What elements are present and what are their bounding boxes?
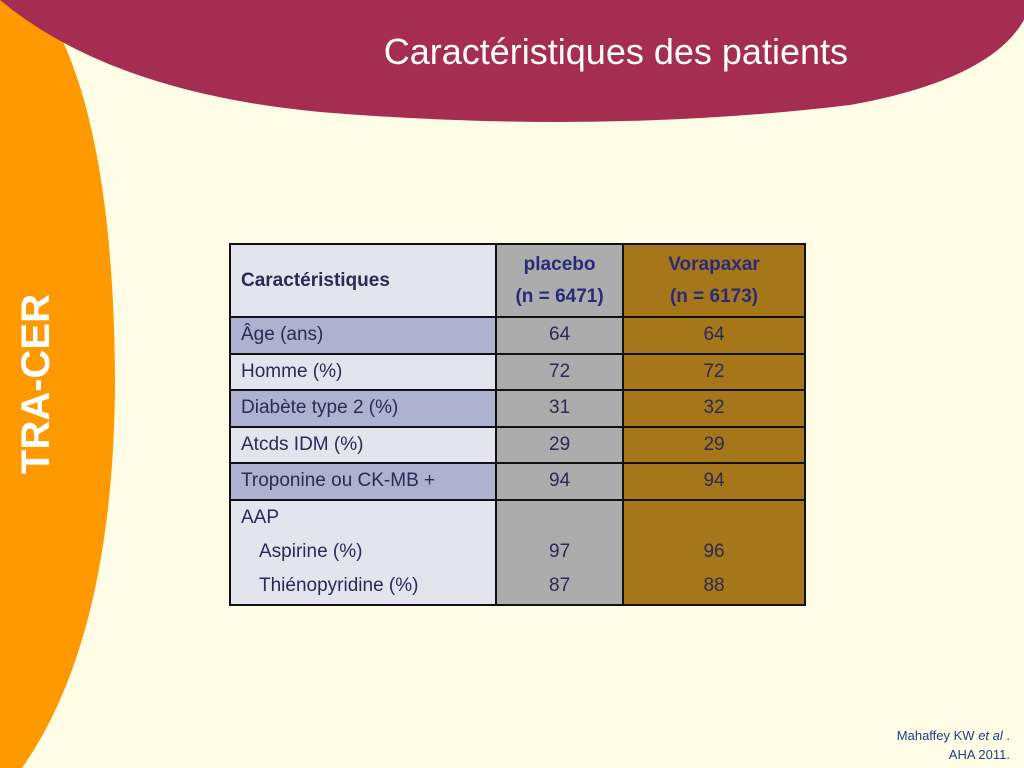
header-vorapaxar: Vorapaxar (n = 6173) — [622, 243, 806, 318]
title-banner — [0, 0, 1024, 122]
aap-placebo-values: 97 87 — [495, 498, 625, 606]
aspirine-placebo: 97 — [549, 541, 571, 563]
table-row: Âge (ans) 64 64 — [228, 316, 806, 355]
table-row-aap: AAP Aspirine (%) Thiénopyridine (%) 97 8… — [228, 498, 806, 606]
header-placebo-n: (n = 6471) — [515, 285, 604, 307]
side-label: TRA-CER — [14, 294, 58, 474]
placebo-value: 64 — [495, 316, 625, 355]
placebo-value: 31 — [495, 389, 625, 428]
vorapaxar-value: 72 — [622, 352, 806, 391]
header-placebo: placebo (n = 6471) — [495, 243, 625, 318]
placebo-value: 29 — [495, 425, 625, 464]
orange-side-band — [0, 0, 115, 768]
header-characteristics: Caractéristiques — [228, 243, 498, 318]
blank-line — [634, 501, 794, 535]
blank-line — [507, 501, 612, 535]
vorapaxar-value: 64 — [622, 316, 806, 355]
row-label: Diabète type 2 (%) — [228, 389, 498, 428]
thienopyridine-placebo: 87 — [549, 575, 571, 597]
slide-title: Caractéristiques des patients — [383, 31, 848, 72]
vorapaxar-value: 94 — [622, 462, 806, 501]
citation-etal: et al — [978, 728, 1003, 743]
aspirine-vorapaxar: 96 — [703, 541, 725, 563]
aap-labels: AAP Aspirine (%) Thiénopyridine (%) — [228, 498, 498, 606]
placebo-value: 72 — [495, 352, 625, 391]
citation-line1: Mahaffey KW et al . — [897, 726, 1010, 745]
row-label: Homme (%) — [228, 352, 498, 391]
header-vorapaxar-n: (n = 6173) — [669, 285, 759, 307]
thienopyridine-vorapaxar: 88 — [703, 575, 725, 597]
citation: Mahaffey KW et al . AHA 2011. — [897, 726, 1010, 764]
vorapaxar-value: 32 — [622, 389, 806, 428]
table-row: Diabète type 2 (%) 31 32 — [228, 389, 806, 428]
thienopyridine-label: Thiénopyridine (%) — [259, 575, 419, 597]
row-label: Troponine ou CK-MB + — [228, 462, 498, 501]
citation-author: Mahaffey KW — [896, 728, 979, 743]
table-row: Homme (%) 72 72 — [228, 352, 806, 391]
aap-vorapaxar-values: 96 88 — [622, 498, 806, 606]
citation-line2: AHA 2011. — [948, 747, 1010, 762]
aspirine-label: Aspirine (%) — [259, 541, 363, 563]
row-label: Atcds IDM (%) — [228, 425, 498, 464]
header-vorapaxar-name: Vorapaxar — [668, 253, 760, 275]
vorapaxar-value: 29 — [622, 425, 806, 464]
row-label: Âge (ans) — [228, 316, 498, 355]
table-row: Troponine ou CK-MB + 94 94 — [228, 462, 806, 501]
citation-after: . — [1002, 728, 1010, 743]
characteristics-table: Caractéristiques placebo (n = 6471) Vora… — [228, 243, 806, 606]
table-row: Atcds IDM (%) 29 29 — [228, 425, 806, 464]
aap-label: AAP — [241, 507, 280, 529]
header-placebo-name: placebo — [523, 253, 596, 275]
table-header-row: Caractéristiques placebo (n = 6471) Vora… — [228, 243, 806, 318]
placebo-value: 94 — [495, 462, 625, 501]
